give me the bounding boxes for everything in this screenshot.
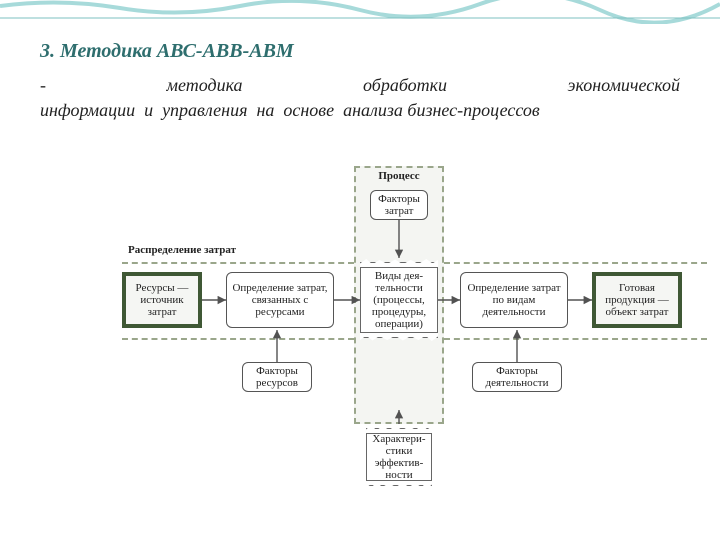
node-activities: Виды дея- тельности (процессы, процедуры… (360, 262, 438, 338)
lane-dash-1 (444, 262, 707, 264)
lane-dash-2 (122, 338, 354, 340)
node-resources: Ресурсы — источник затрат (122, 272, 202, 328)
slide-top-decoration (0, 0, 720, 20)
node-activity-factors: Факторы деятельности (472, 362, 562, 392)
node-define-resource-costs: Определение затрат, связанных с ресурсам… (226, 272, 334, 328)
slide-subheading: - методика обработки экономической инфор… (40, 73, 680, 123)
abc-diagram: Процесс Распределение затрат Ресурсы — ист… (122, 166, 707, 426)
node-output: Готовая продукция — объект затрат (592, 272, 682, 328)
slide-heading: 3. Методика АВС-АВВ-АВМ (40, 40, 680, 63)
node-cost-factors: Факторы затрат (370, 190, 428, 220)
distribution-section-label: Распределение затрат (128, 244, 288, 260)
node-effectiveness: Характери- стики эффектив- ности (366, 428, 432, 486)
slide-content: 3. Методика АВС-АВВ-АВМ - методика обраб… (40, 40, 680, 143)
node-resource-factors: Факторы ресурсов (242, 362, 312, 392)
process-section-label: Процесс (367, 170, 431, 186)
lane-dash-3 (444, 338, 707, 340)
lane-dash-0 (122, 262, 354, 264)
node-define-activity-costs: Определение затрат по видам деятельности (460, 272, 568, 328)
